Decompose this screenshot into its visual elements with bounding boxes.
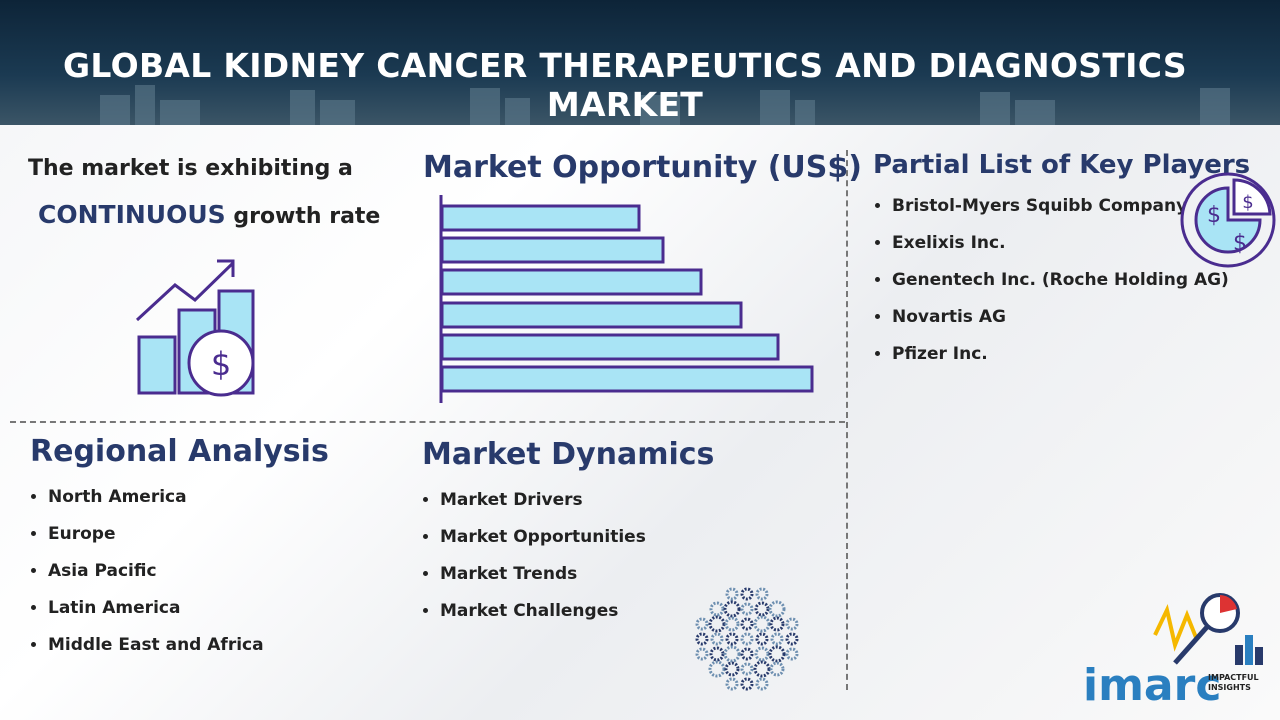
gear (740, 587, 754, 601)
gear (725, 677, 739, 691)
section-title: Partial List of Key Players (873, 150, 1251, 180)
skyline (100, 85, 1230, 125)
list-item: Genentech Inc. (Roche Holding AG) (892, 270, 1229, 290)
list-item: Market Opportunities (440, 527, 646, 547)
gear (695, 617, 709, 631)
region-list: North America Europe Asia Pacific Latin Ame… (30, 487, 264, 672)
logo: imarc IMPACTFUL INSIGHTS (1083, 593, 1263, 711)
divider (10, 421, 845, 423)
gear (740, 617, 754, 631)
gear (723, 600, 741, 618)
list-item: Middle East and Africa (48, 635, 264, 655)
gear (785, 632, 799, 646)
gear (725, 587, 739, 601)
gear (754, 646, 770, 662)
list-item: Latin America (48, 598, 264, 618)
section-title: Market Dynamics (422, 437, 715, 472)
gear (709, 601, 725, 617)
list-item: Pfizer Inc. (892, 344, 1229, 364)
gear (768, 600, 786, 618)
gear (785, 617, 799, 631)
gear (755, 632, 769, 646)
growth-text: growth rate (233, 204, 381, 229)
logo-name: imarc (1083, 660, 1221, 711)
gear (754, 601, 770, 617)
dollar-symbol: $ (1242, 192, 1253, 213)
gear (695, 647, 709, 661)
gear (770, 632, 784, 646)
list-item: Europe (48, 524, 264, 544)
gear (740, 632, 754, 646)
gear (753, 660, 771, 678)
gear (755, 677, 769, 691)
gear (768, 645, 786, 663)
list-item: Novartis AG (892, 307, 1229, 327)
dollar-symbol: $ (211, 345, 231, 383)
highlight: CONTINUOUS (38, 200, 226, 229)
gear (724, 661, 740, 677)
gear (769, 661, 785, 677)
divider (846, 150, 848, 690)
gear (753, 615, 771, 633)
gear (708, 660, 726, 678)
growth-icon: $ (135, 259, 255, 397)
list-item: Bristol-Myers Squibb Company (892, 196, 1229, 216)
section-title: Market Opportunity (US$) (423, 150, 862, 185)
title: GLOBAL KIDNEY CANCER THERAPEUTICS AND DI… (63, 46, 1187, 124)
gear (708, 615, 726, 633)
list-item: North America (48, 487, 264, 507)
pie-icon: $ $ $ (1180, 172, 1276, 268)
gear (740, 662, 754, 676)
gear (710, 632, 724, 646)
list-item: Asia Pacific (48, 561, 264, 581)
gear (709, 646, 725, 662)
gear (695, 632, 709, 646)
gear (725, 632, 739, 646)
key-player-list: Bristol-Myers Squibb Company Exelixis Inc… (874, 196, 1229, 381)
gear (740, 647, 754, 661)
section-title: Regional Analysis (30, 434, 329, 469)
gear (769, 616, 785, 632)
gear (740, 677, 754, 691)
gear (723, 645, 741, 663)
list-item: Market Drivers (440, 490, 646, 510)
opportunity-bars (439, 195, 814, 403)
gear (755, 587, 769, 601)
header: GLOBAL KIDNEY CANCER THERAPEUTICS AND DI… (0, 0, 1280, 125)
list-item: Exelixis Inc. (892, 233, 1229, 253)
dollar-symbol: $ (1233, 231, 1247, 256)
dollar-symbol: $ (1207, 203, 1221, 228)
growth-text: The market is exhibiting a (28, 156, 353, 181)
gear (740, 602, 754, 616)
dynamics-list: Market Drivers Market Opportunities Market… (422, 490, 646, 638)
logo-tagline: IMPACTFUL INSIGHTS (1208, 673, 1259, 692)
growth-text: CONTINUOUS growth rate (38, 200, 380, 229)
gear (724, 616, 740, 632)
list-item: Market Trends (440, 564, 646, 584)
gear (785, 647, 799, 661)
gears-icon (695, 587, 799, 691)
list-item: Market Challenges (440, 601, 646, 621)
